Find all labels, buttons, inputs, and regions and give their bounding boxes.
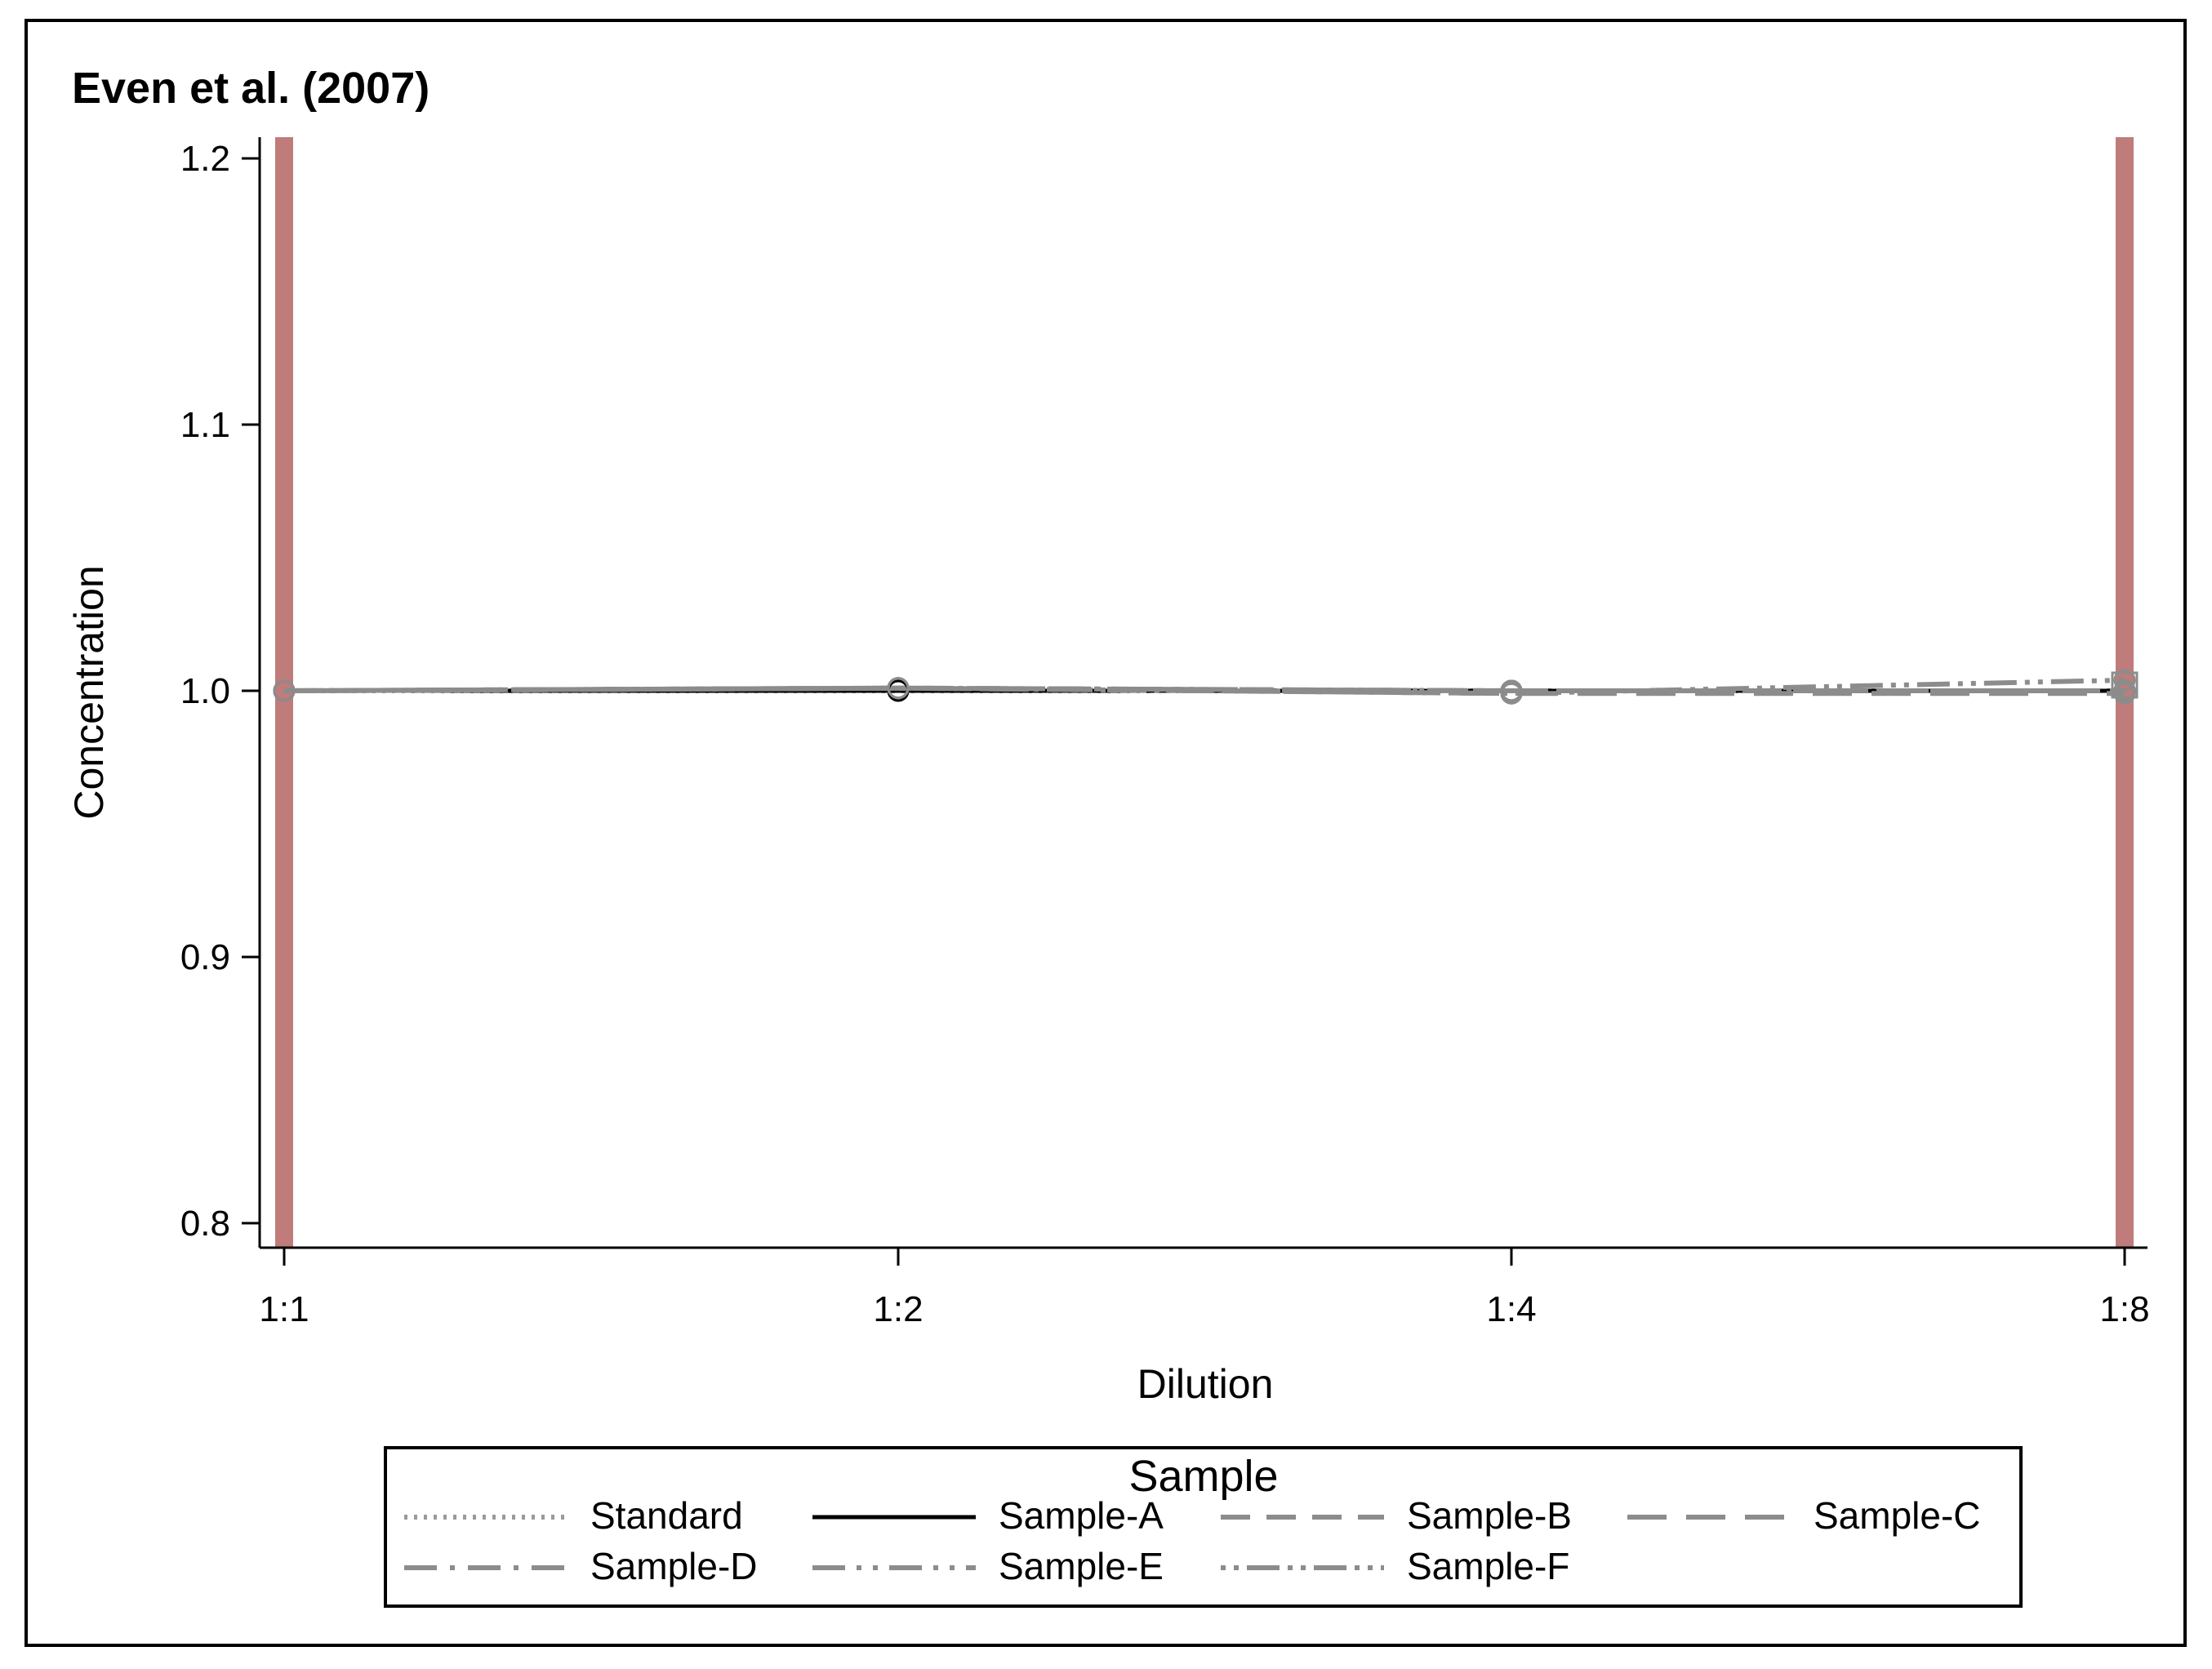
- chart-title: Even et al. (2007): [72, 64, 429, 113]
- y-tick-label: 0.8: [180, 1204, 230, 1244]
- outer-frame: [24, 19, 2187, 1647]
- y-tick-label: 1.0: [180, 671, 230, 711]
- legend-box: [384, 1446, 2023, 1608]
- y-ticks: 0.8 0.9 1.0 1.1 1.2: [180, 139, 260, 1244]
- legend-items: Standard Sample-A Sample-B Sample-C Sample-D…: [404, 1494, 1981, 1587]
- data-point-sample-f: [1500, 682, 1523, 705]
- series-lines: [283, 677, 2125, 697]
- x-axis-label: Dilution: [1137, 1361, 1274, 1407]
- data-point-square-marker: [2111, 671, 2139, 699]
- series-line-sample-f: [283, 677, 2125, 697]
- data-point-sample-f: [887, 677, 910, 700]
- y-tick-label: 1.2: [180, 139, 230, 179]
- legend-label-sample-b: Sample-B: [1407, 1494, 1572, 1537]
- data-markers: [273, 669, 2139, 705]
- legend-label-sample-f: Sample-F: [1407, 1545, 1569, 1587]
- x-tick-label: 1:1: [259, 1289, 309, 1329]
- x-tick-label: 1:8: [2099, 1289, 2149, 1329]
- plot-area: 0.8 0.9 1.0 1.1 1.2 1:1 1:2 1:4 1:8: [180, 137, 2150, 1329]
- legend: Sample Standard Sample-A Sample-B Sample-CS…: [384, 1446, 2023, 1608]
- legend-title: Sample: [1128, 1452, 1278, 1501]
- legend-label-sample-a: Sample-A: [999, 1494, 1164, 1537]
- data-point-sample-e: [2113, 679, 2136, 702]
- legend-label-sample-c: Sample-C: [1814, 1494, 1981, 1537]
- legend-label-sample-d: Sample-D: [590, 1545, 758, 1587]
- x-ticks: 1:1 1:2 1:4 1:8: [259, 1248, 2150, 1329]
- y-tick-label: 0.9: [180, 937, 230, 977]
- legend-label-sample-e: Sample-E: [999, 1545, 1164, 1587]
- y-tick-label: 1.1: [180, 405, 230, 445]
- data-point-sample-f: [2113, 669, 2136, 692]
- data-point-sample-f: [273, 679, 296, 702]
- y-axis-label: Concentration: [66, 565, 112, 819]
- x-tick-label: 1:2: [873, 1289, 923, 1329]
- x-tick-label: 1:4: [1486, 1289, 1536, 1329]
- legend-label-standard: Standard: [590, 1494, 743, 1537]
